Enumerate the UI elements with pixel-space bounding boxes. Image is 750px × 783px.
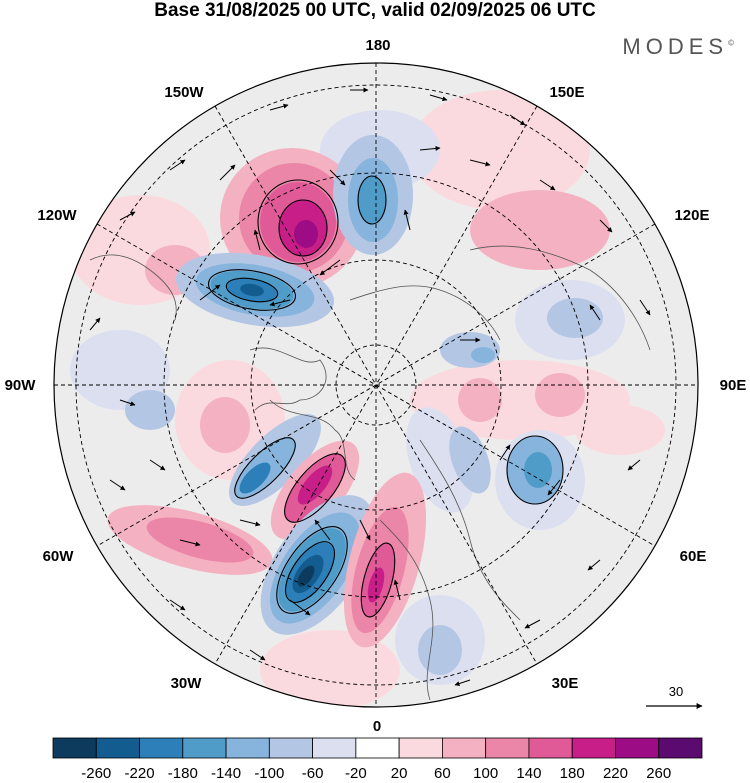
lon-label-150e: 150E xyxy=(549,84,584,101)
positive-anomaly-central-siberia-core xyxy=(535,373,585,417)
colorbar: -260 -220 -180 -140 -100 -60 -20 20 60 100 140 180 2… xyxy=(52,737,703,782)
lon-label-60w: 60W xyxy=(43,548,75,565)
colorbar-tick-label: -180 xyxy=(168,765,198,782)
map-border xyxy=(53,62,699,708)
colorbar-tick-label: 220 xyxy=(603,765,628,782)
colorbar-tick-label: -260 xyxy=(81,765,111,782)
colorbar-swatch xyxy=(139,737,184,759)
negative-anomaly-north-atlantic xyxy=(297,565,315,587)
positive-anomaly-atlantic-band-core xyxy=(146,517,254,563)
colorbar-swatch xyxy=(268,737,314,759)
lon-label-90w: 90W xyxy=(5,377,37,394)
lon-label-120e: 120E xyxy=(674,207,709,224)
colorbar-swatch xyxy=(441,737,487,759)
lon-label-30e: 30E xyxy=(552,675,579,692)
negative-anomaly-mediterranean xyxy=(418,625,462,675)
positive-anomaly-subtropical xyxy=(260,630,400,707)
negative-anomaly-baffin xyxy=(239,462,271,494)
colorbar-tick-label: -140 xyxy=(211,765,241,782)
colorbar-swatch xyxy=(571,737,616,759)
colorbar-swatch xyxy=(182,737,227,759)
colorbar-swatch xyxy=(312,737,357,759)
height-contours xyxy=(207,175,564,618)
negative-anomaly-kamchatka-ridge xyxy=(358,176,386,224)
negative-anomaly-scandinavia xyxy=(449,426,491,494)
colorbar-tick-label: -20 xyxy=(345,765,367,782)
negative-anomaly-kara-core xyxy=(471,347,495,363)
colorbar-tick-label: -220 xyxy=(125,765,155,782)
positive-anomaly-east-siberia xyxy=(470,190,610,270)
negative-anomaly-pacific-west-core xyxy=(125,390,175,430)
brand-text: MODES xyxy=(622,34,729,59)
negative-anomaly-siberia-west-core xyxy=(547,298,603,338)
lon-label-30w: 30W xyxy=(171,675,203,692)
lon-label-120w: 120W xyxy=(37,207,77,224)
modes-logo: MODES© xyxy=(622,34,734,60)
colorbar-swatch xyxy=(615,737,660,759)
colorbar-tick-label: 140 xyxy=(516,765,541,782)
lon-label-0: 0 xyxy=(373,718,381,735)
colorbar-swatch xyxy=(52,737,97,759)
wind-vectors xyxy=(89,87,651,686)
reference-vector-label: 30 xyxy=(669,684,683,699)
reference-vector: 30 xyxy=(646,684,703,709)
colorbar-swatch xyxy=(398,737,443,759)
colorbar-tick-label: 20 xyxy=(391,765,408,782)
colorbar-tick-label: 260 xyxy=(646,765,671,782)
colorbar-tick-label: 180 xyxy=(560,765,585,782)
positive-anomaly-labrador xyxy=(297,465,333,505)
colorbar-tick-label: -60 xyxy=(302,765,324,782)
positive-anomaly-north-pacific xyxy=(410,90,590,210)
positive-anomaly-urals xyxy=(575,405,665,455)
colorbar-swatch xyxy=(528,737,573,759)
lon-label-90e: 90E xyxy=(720,377,747,394)
colorbar-swatch xyxy=(95,737,140,759)
colorbar-swatch xyxy=(658,737,703,759)
negative-anomaly-pacific-west xyxy=(70,330,170,410)
lon-label-60e: 60E xyxy=(680,548,707,565)
coastlines xyxy=(89,245,651,701)
colorbar-swatch xyxy=(485,737,530,759)
map-title: Base 31/08/2025 00 UTC, valid 02/09/2025… xyxy=(154,0,596,21)
anomaly-field xyxy=(70,87,665,707)
negative-anomaly-canada xyxy=(240,283,264,297)
positive-anomaly-barents xyxy=(458,378,502,422)
graticule xyxy=(54,63,698,707)
negative-anomaly-west-siberia-core xyxy=(524,452,552,488)
positive-anomaly-hudson-core xyxy=(200,397,250,453)
positive-anomaly-aleutian xyxy=(294,220,318,248)
colorbar-tick-label: 60 xyxy=(434,765,451,782)
colorbar-tick-label: 100 xyxy=(473,765,498,782)
lon-label-150w: 150W xyxy=(164,84,204,101)
lon-label-180: 180 xyxy=(365,37,390,54)
brand-mark: © xyxy=(728,38,734,48)
colorbar-tick-label: -100 xyxy=(254,765,284,782)
colorbar-swatch xyxy=(225,737,270,759)
colorbar-swatch xyxy=(355,737,400,759)
